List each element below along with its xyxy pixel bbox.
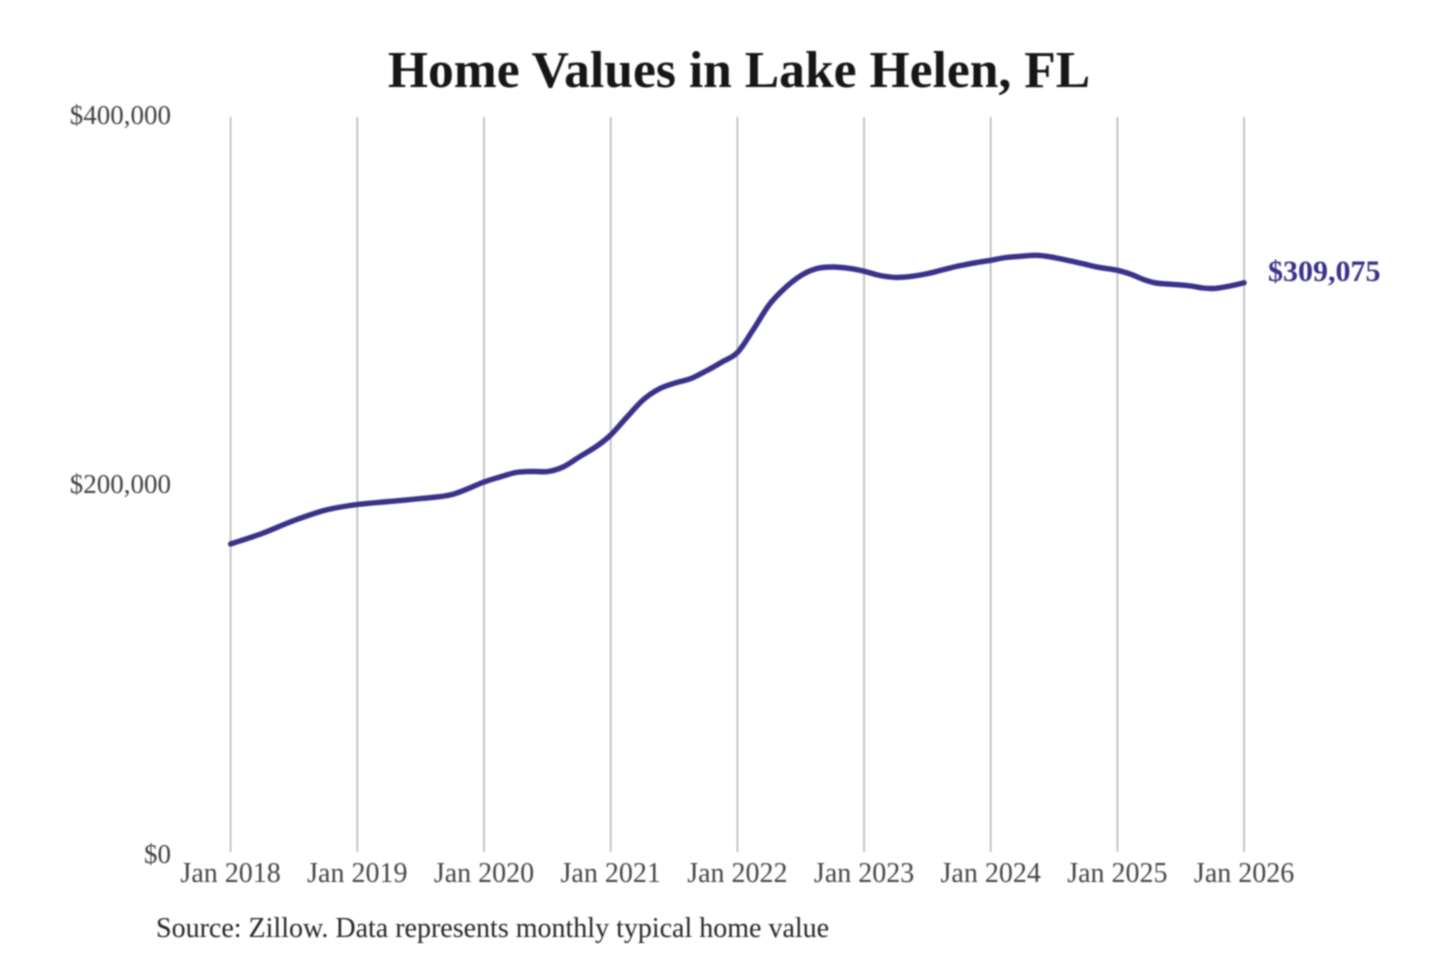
svg-text:Home Values in Lake Helen, FL: Home Values in Lake Helen, FL bbox=[388, 42, 1090, 99]
svg-text:$400,000: $400,000 bbox=[70, 100, 171, 130]
svg-text:Jan 2020: Jan 2020 bbox=[434, 858, 534, 889]
svg-text:Jan 2019: Jan 2019 bbox=[307, 858, 407, 889]
svg-text:Source: Zillow. Data represent: Source: Zillow. Data represents monthly … bbox=[156, 913, 829, 944]
svg-text:Jan 2024: Jan 2024 bbox=[941, 858, 1041, 889]
svg-text:Jan 2023: Jan 2023 bbox=[814, 858, 914, 889]
svg-text:Jan 2022: Jan 2022 bbox=[687, 858, 787, 889]
svg-text:Jan 2025: Jan 2025 bbox=[1067, 858, 1167, 889]
svg-text:Jan 2021: Jan 2021 bbox=[561, 858, 661, 889]
svg-text:$200,000: $200,000 bbox=[70, 469, 171, 499]
svg-text:Jan 2026: Jan 2026 bbox=[1194, 858, 1294, 889]
svg-text:$309,075: $309,075 bbox=[1268, 255, 1381, 288]
svg-text:$0: $0 bbox=[144, 839, 171, 869]
svg-text:Jan 2018: Jan 2018 bbox=[180, 858, 280, 889]
